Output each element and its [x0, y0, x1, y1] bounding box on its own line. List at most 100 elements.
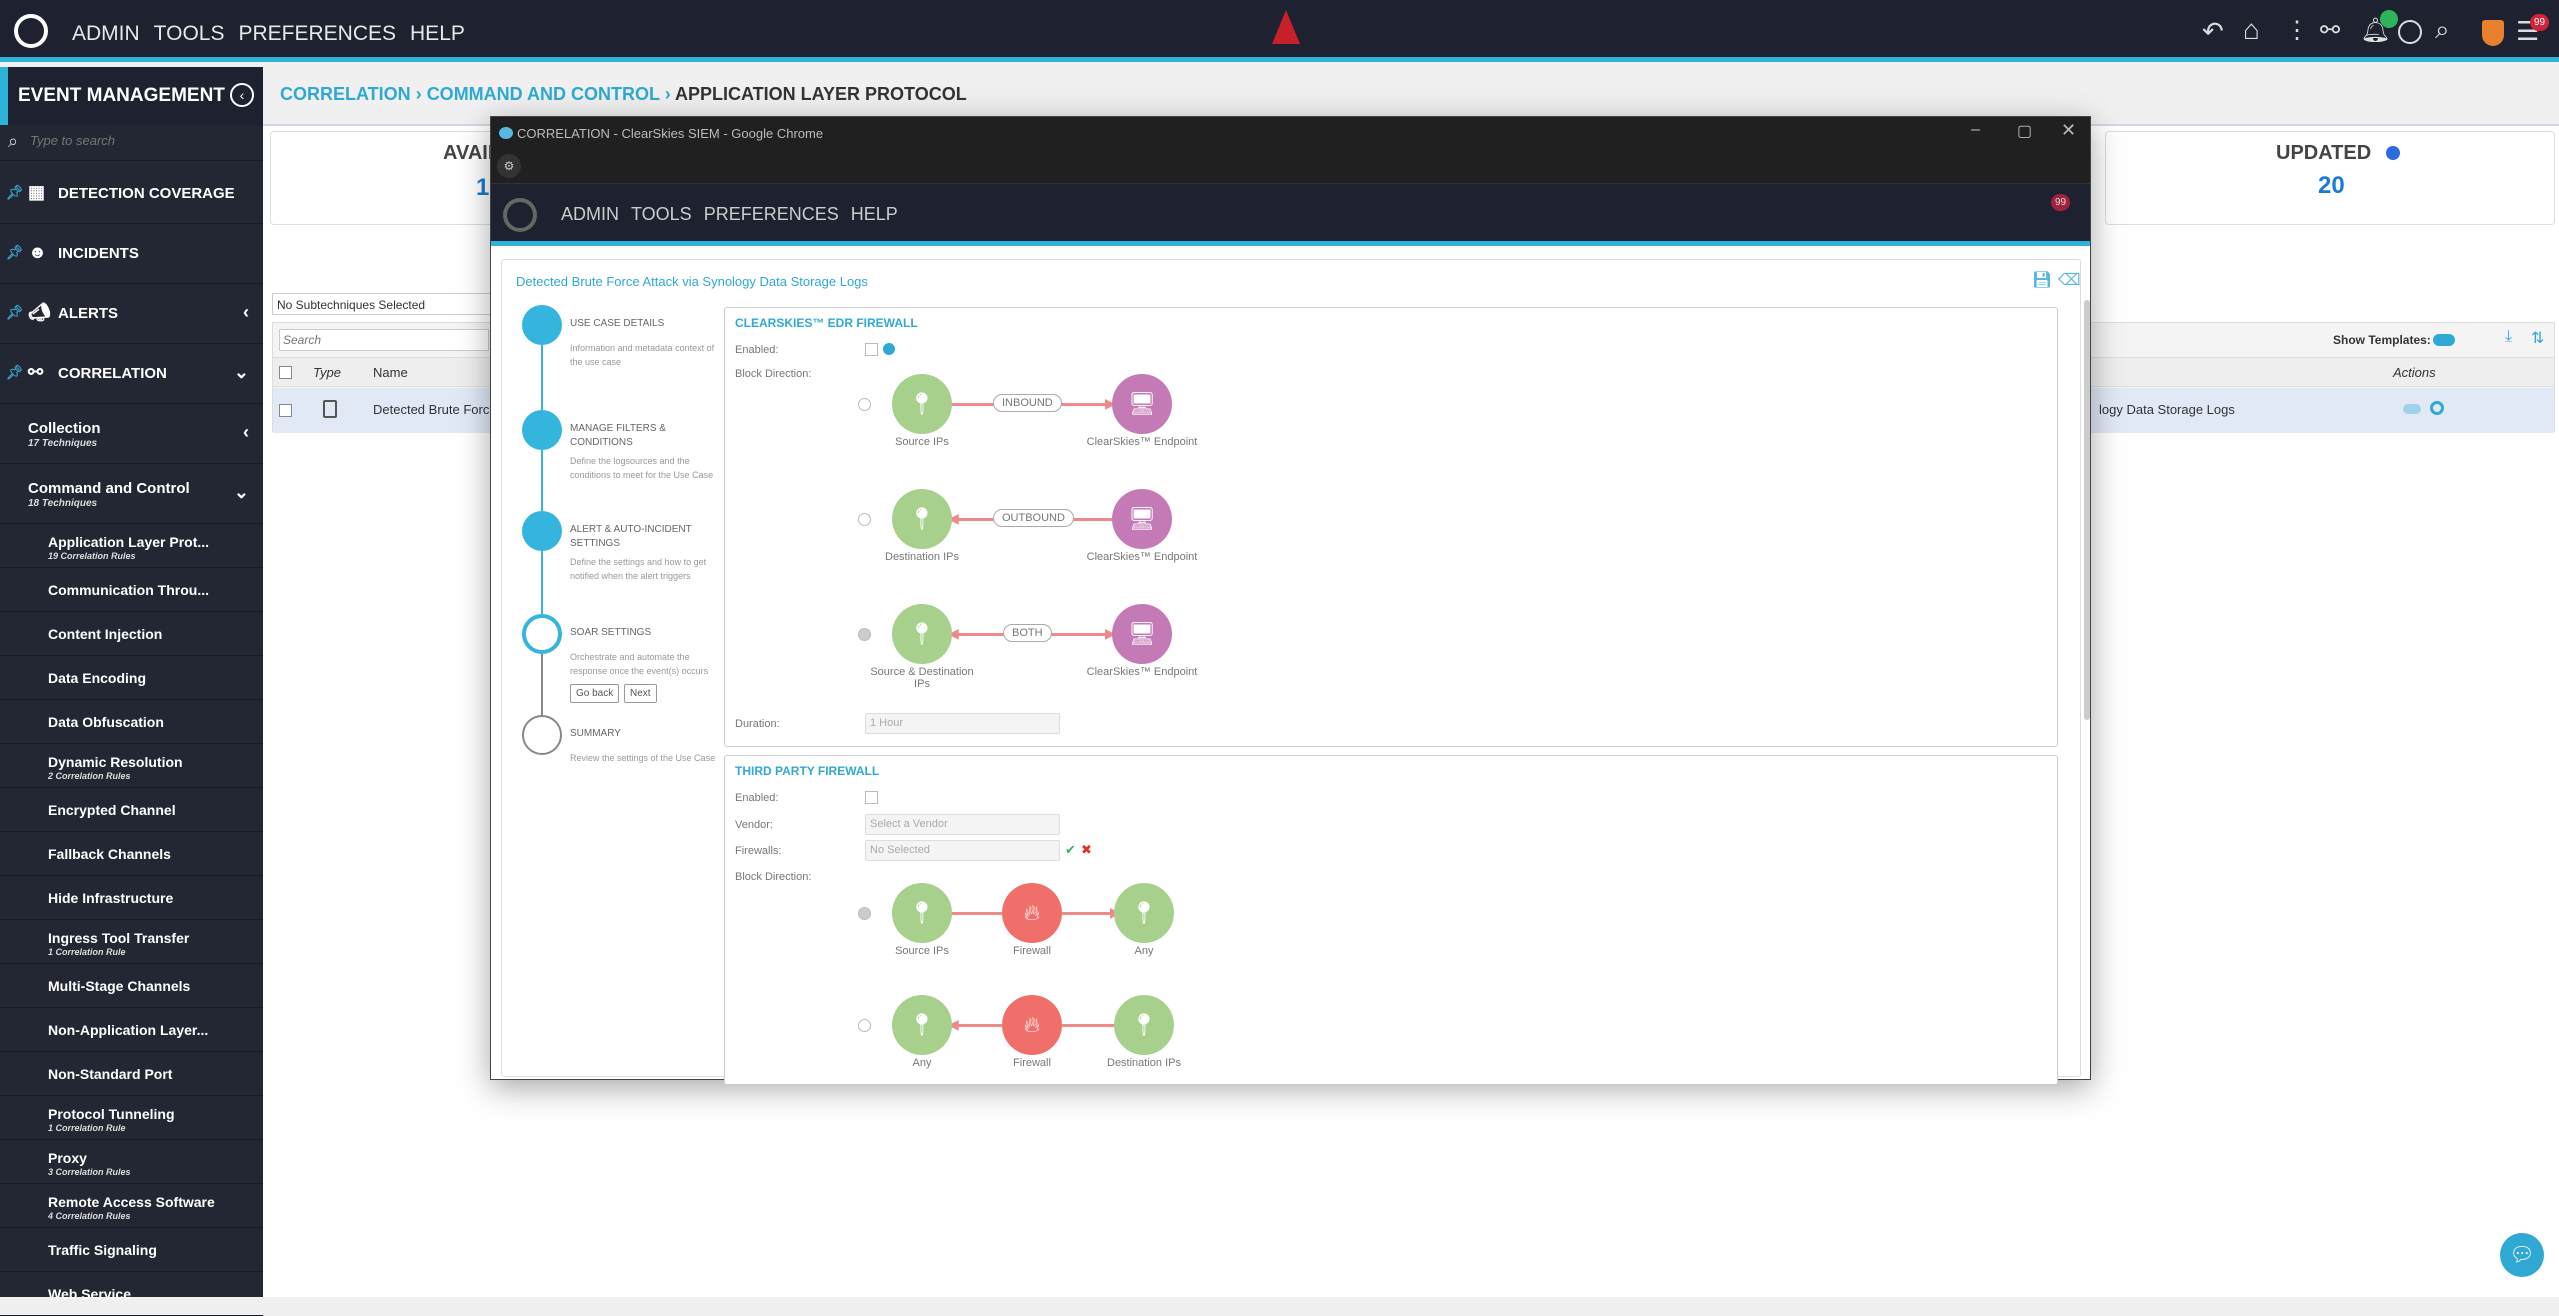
close-button[interactable]: ✕ [2061, 120, 2077, 140]
sidebar-item-correlation[interactable]: 📌︎ ⚯ CORRELATION ⌄ [0, 344, 263, 404]
chevron-left-icon[interactable]: ‹ [243, 422, 249, 442]
sidebar-search-input[interactable] [30, 133, 250, 148]
step-circle[interactable] [522, 715, 562, 755]
pin-icon[interactable]: 📌︎ [6, 244, 24, 260]
direction-label: OUTBOUND [993, 509, 1074, 527]
chevron-down-icon[interactable]: ⌄ [233, 482, 249, 502]
search-icon[interactable]: ⌕ [2435, 14, 2450, 44]
site-settings-icon[interactable]: ⚙︎ [497, 154, 521, 178]
refresh-icon[interactable]: ⇅ [2531, 330, 2545, 347]
firewall-label: Firewall [1013, 1057, 1051, 1069]
header-type[interactable]: Type [313, 365, 341, 380]
minimize-button[interactable]: – [1971, 121, 1980, 138]
breadcrumb-current: APPLICATION LAYER PROTOCOL [675, 84, 967, 104]
technique-item[interactable]: Proxy 3 Correlation Rules [0, 1140, 263, 1184]
face-icon[interactable] [2398, 20, 2422, 44]
confirm-check-icon[interactable]: ✔ [1065, 842, 1076, 857]
step-circle[interactable] [522, 511, 562, 551]
workflow-icon[interactable]: ⋮ [2285, 17, 2309, 44]
third-block-direction-radio[interactable] [858, 907, 871, 920]
back-icon[interactable]: ↶ [2202, 16, 2224, 46]
pin-icon[interactable]: 📌︎ [6, 364, 24, 380]
download-icon[interactable]: ⤓ [2505, 328, 2513, 345]
sidebar-item-incidents[interactable]: 📌︎ ☻ INCIDENTS [0, 224, 263, 284]
technique-item[interactable]: Dynamic Resolution 2 Correlation Rules [0, 744, 263, 788]
nav-admin[interactable]: ADMIN [72, 22, 140, 45]
row-name[interactable]: Detected Brute Force [373, 402, 497, 417]
technique-item[interactable]: Encrypted Channel [0, 788, 263, 832]
inner-nav-help[interactable]: HELP [850, 204, 898, 224]
inner-nav-admin[interactable]: ADMIN [561, 204, 619, 224]
sidebar-item-alerts[interactable]: 📌︎ 📣︎ ALERTS ‹ [0, 284, 263, 344]
pin-icon[interactable]: 📌︎ [6, 304, 24, 320]
technique-item[interactable]: Protocol Tunneling 1 Correlation Rule [0, 1096, 263, 1140]
duration-select[interactable]: 1 Hour [865, 713, 1060, 734]
nav-preferences[interactable]: PREFERENCES [238, 22, 397, 45]
sidebar-item-detection-coverage[interactable]: 📌︎ ▦ DETECTION COVERAGE [0, 164, 263, 224]
block-direction-radio[interactable] [858, 398, 871, 411]
table-search-input[interactable] [279, 329, 489, 351]
technique-item[interactable]: Remote Access Software 4 Correlation Rule… [0, 1184, 263, 1228]
breadcrumb-command-and-control[interactable]: COMMAND AND CONTROL [426, 84, 660, 104]
home-icon[interactable]: ⌂ [2243, 14, 2260, 45]
technique-item[interactable]: Fallback Channels [0, 832, 263, 876]
show-templates-toggle[interactable] [2433, 334, 2455, 346]
row-toggle[interactable] [2403, 404, 2421, 414]
info-icon[interactable] [2386, 146, 2400, 160]
sidebar-search[interactable]: ⌕ [0, 125, 263, 161]
sidebar-group-cnc[interactable]: Command and Control 18 Techniques ⌄ [0, 464, 263, 524]
technique-item[interactable]: Web Service [0, 1272, 263, 1316]
scrollbar[interactable] [2084, 300, 2090, 720]
inner-nav-tools[interactable]: TOOLS [631, 204, 692, 224]
step-circle[interactable] [522, 410, 562, 450]
third-block-direction-radio[interactable] [858, 1019, 871, 1032]
block-direction-radio[interactable] [858, 628, 871, 641]
header-name[interactable]: Name [373, 365, 408, 380]
technique-item[interactable]: Hide Infrastructure [0, 876, 263, 920]
pin-icon[interactable]: 📌︎ [6, 184, 24, 200]
collapse-sidebar-icon[interactable]: ‹ [230, 83, 254, 107]
nav-tools[interactable]: TOOLS [153, 22, 225, 45]
subtechniques-select[interactable]: No Subtechniques Selected [272, 293, 492, 315]
next-button[interactable]: Next [624, 684, 657, 703]
technique-item[interactable]: Data Encoding [0, 656, 263, 700]
maximize-button[interactable]: ▢ [2017, 123, 2033, 140]
step-circle[interactable] [522, 614, 562, 654]
technique-item[interactable]: Communication Throu... [0, 568, 263, 612]
row-checkbox[interactable] [279, 404, 292, 417]
technique-item[interactable]: Traffic Signaling [0, 1228, 263, 1272]
window-titlebar: CORRELATION - ClearSkies SIEM - Google C… [491, 117, 2090, 149]
tia-shield-icon[interactable] [2482, 20, 2504, 46]
block-direction-radio[interactable] [858, 513, 871, 526]
firewalls-select[interactable]: No Selected [865, 840, 1060, 861]
technique-item[interactable]: Multi-Stage Channels [0, 964, 263, 1008]
hierarchy-icon[interactable]: ⚯ [2320, 17, 2341, 44]
show-templates-label: Show Templates: [2333, 333, 2431, 347]
technique-item[interactable]: Non-Standard Port [0, 1052, 263, 1096]
clear-x-icon[interactable]: ✖ [1081, 842, 1092, 857]
eraser-icon[interactable]: ⌫ [2058, 272, 2081, 289]
technique-item[interactable]: Non-Application Layer... [0, 1008, 263, 1052]
info-icon[interactable] [883, 343, 895, 355]
chevron-down-icon[interactable]: ⌄ [233, 362, 249, 382]
select-all-checkbox[interactable] [279, 366, 292, 379]
step-circle[interactable] [522, 305, 562, 345]
technique-item[interactable]: Content Injection [0, 612, 263, 656]
edr-enabled-checkbox[interactable] [865, 343, 878, 356]
technique-item[interactable]: Application Layer Prot... 19 Correlation … [0, 524, 263, 568]
header-actions: Actions [2393, 365, 2436, 380]
chevron-left-icon[interactable]: ‹ [243, 302, 249, 322]
nav-help[interactable]: HELP [410, 22, 465, 45]
view-eye-icon[interactable] [2430, 401, 2444, 415]
clearskies-logo-icon[interactable] [14, 14, 48, 48]
save-icon[interactable]: 💾︎ [2032, 272, 2053, 289]
go-back-button[interactable]: Go back [570, 684, 620, 703]
chat-button[interactable]: 💬︎ [2500, 1233, 2544, 1277]
third-enabled-checkbox[interactable] [865, 791, 878, 804]
sidebar-group-collection[interactable]: Collection 17 Techniques ‹ [0, 404, 263, 464]
breadcrumb-correlation[interactable]: CORRELATION [280, 84, 411, 104]
vendor-select[interactable]: Select a Vendor [865, 814, 1060, 835]
technique-item[interactable]: Ingress Tool Transfer 1 Correlation Rule [0, 920, 263, 964]
technique-item[interactable]: Data Obfuscation [0, 700, 263, 744]
inner-nav-preferences[interactable]: PREFERENCES [703, 204, 839, 224]
